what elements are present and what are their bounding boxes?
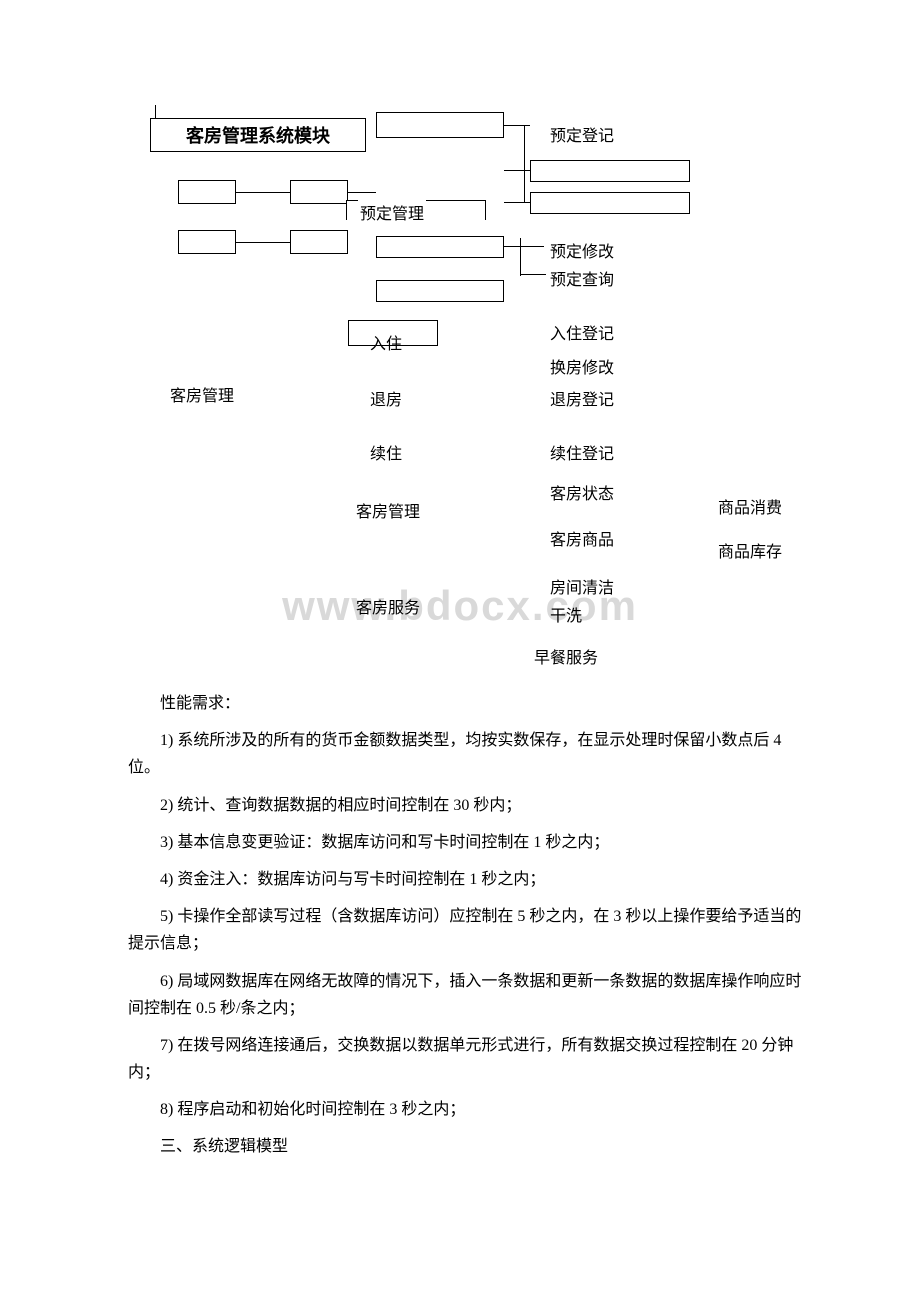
- line: [236, 242, 290, 243]
- item-7: 7) 在拨号网络连接通后，交换数据以数据单元形式进行，所有数据交换过程控制在 2…: [128, 1032, 808, 1086]
- line: [520, 274, 546, 275]
- huanfang-xiugai-label: 换房修改: [550, 354, 614, 378]
- kefang-service-label: 客房服务: [356, 594, 420, 618]
- shangpin-kucun-label: 商品库存: [718, 538, 782, 562]
- line: [504, 125, 530, 126]
- zaocan-label: 早餐服务: [534, 644, 598, 668]
- item-6: 6) 局域网数据库在网络无故障的情况下，插入一条数据和更新一条数据的数据库操作响…: [128, 968, 808, 1022]
- item-2: 2) 统计、查询数据数据的相应时间控制在 30 秒内；: [128, 792, 808, 819]
- title-box: 客房管理系统模块: [150, 118, 366, 152]
- xuzhu-label: 续住: [370, 440, 402, 464]
- watermark: www.bdocx.com: [282, 582, 638, 630]
- line: [504, 170, 530, 171]
- empty-box: [530, 192, 690, 214]
- empty-box: [530, 160, 690, 182]
- yuding-mgmt-label: 预定管理: [358, 200, 426, 224]
- empty-box: [290, 180, 348, 204]
- ruzhu-dengji-label: 入住登记: [550, 320, 614, 344]
- empty-box: [178, 230, 236, 254]
- empty-box: [290, 230, 348, 254]
- empty-box: [376, 236, 504, 258]
- line: [524, 125, 525, 203]
- item-4: 4) 资金注入：数据库访问与写卡时间控制在 1 秒之内；: [128, 866, 808, 893]
- item-1: 1) 系统所涉及的所有的货币金额数据类型，均按实数保存，在显示处理时保留小数点后…: [128, 727, 808, 781]
- kefang-mgmt-left-label: 客房管理: [170, 382, 234, 406]
- section-3: 三、系统逻辑模型: [128, 1133, 808, 1160]
- empty-box: [376, 112, 504, 138]
- kefang-zhuangtai-label: 客房状态: [550, 480, 614, 504]
- line: [520, 238, 521, 276]
- title-text: 客房管理系统模块: [186, 122, 330, 148]
- empty-box: [178, 180, 236, 204]
- shangpin-xiaofei-label: 商品消费: [718, 494, 782, 518]
- empty-box: [376, 280, 504, 302]
- tuifang-dengji-label: 退房登记: [550, 386, 614, 410]
- ganxi-label: 干洗: [550, 602, 582, 626]
- section-title: 性能需求：: [128, 690, 808, 717]
- yuding-dengji-label: 预定登记: [550, 122, 614, 146]
- xuzhu-dengji-label: 续住登记: [550, 440, 614, 464]
- item-3: 3) 基本信息变更验证：数据库访问和写卡时间控制在 1 秒之内；: [128, 829, 808, 856]
- line: [348, 192, 376, 193]
- line: [504, 246, 544, 247]
- tuifang-label: 退房: [370, 386, 402, 410]
- line: [155, 105, 156, 119]
- line: [504, 202, 530, 203]
- item-8: 8) 程序启动和初始化时间控制在 3 秒之内；: [128, 1096, 808, 1123]
- item-5: 5) 卡操作全部读写过程（含数据库访问）应控制在 5 秒之内，在 3 秒以上操作…: [128, 903, 808, 957]
- ruzhu-label: 入住: [370, 330, 402, 354]
- yuding-xiugai-label: 预定修改: [550, 238, 614, 262]
- system-diagram: 客房管理系统模块 预定登记 预定管理 预定修改 预定查询 客房管理 入住 入住登…: [0, 0, 920, 680]
- line: [236, 192, 290, 193]
- yuding-chaxun-label: 预定查询: [550, 266, 614, 290]
- text-body: 性能需求： 1) 系统所涉及的所有的货币金额数据类型，均按实数保存，在显示处理时…: [128, 690, 808, 1171]
- kefang-mgmt-label: 客房管理: [356, 498, 420, 522]
- kefang-shangpin-label: 客房商品: [550, 526, 614, 550]
